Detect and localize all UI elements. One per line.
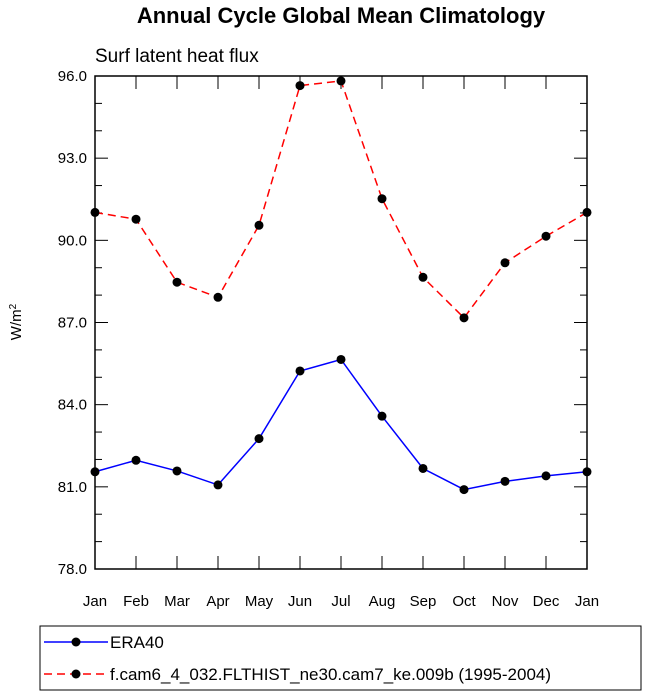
x-tick-label: Aug [369,593,396,610]
y-tick-label: 90.0 [58,232,87,249]
x-tick-label: Jan [83,593,107,610]
y-tick-label: 87.0 [58,315,87,332]
x-tick-labels: Jan Feb Mar Apr May Jun Jul Aug Sep Oct Nov Dec Jan [83,593,599,610]
x-tick-label: Feb [123,593,149,610]
x-tick-label: Sep [410,593,437,610]
data-point [541,231,551,241]
legend: ERA40 f.cam6_4_032.FLTHIST_ne30.cam7_ke.0… [39,625,642,691]
data-point [418,272,428,282]
data-point [377,411,387,421]
data-point [172,466,182,476]
y-tick-labels: 78.0 81.0 84.0 87.0 90.0 93.0 96.0 [58,68,87,578]
x-tick-label: Apr [206,593,229,610]
series-line-1 [94,358,588,491]
x-tick-label: Mar [164,593,190,610]
x-tick-label: Oct [452,593,476,610]
data-point [213,480,223,490]
y-tick-label: 81.0 [58,479,87,496]
data-point [336,76,346,86]
data-point [336,354,346,364]
legend-box [39,625,642,691]
x-tick-label: Jan [575,593,599,610]
data-point [459,485,469,495]
data-point [172,277,182,287]
x-tick-label: Jun [288,593,312,610]
legend-marker-2 [71,669,81,679]
y-tick-label: 93.0 [58,150,87,167]
data-point [131,214,141,224]
data-point [459,313,469,323]
plot-frame [94,75,588,570]
y-tick-label: 96.0 [58,68,87,85]
x-tick-label: Jul [331,593,350,610]
data-point [254,434,264,444]
legend-label-1: ERA40 [110,633,164,652]
chart-title: Annual Cycle Global Mean Climatology [137,3,546,28]
x-tick-label: May [245,593,274,610]
x-tick-label: Dec [533,593,560,610]
y-tick-label: 84.0 [58,397,87,414]
data-point [418,463,428,473]
data-point [254,220,264,230]
data-point [131,455,141,465]
data-point [295,366,305,376]
data-point [295,81,305,91]
y-axis-label: W/m2 [8,303,25,340]
series-line-2 [94,80,588,319]
y-tick-label: 78.0 [58,561,87,578]
data-point [377,194,387,204]
series-layer [90,76,592,495]
data-point [500,258,510,268]
data-point [541,471,551,481]
x-tick-label: Nov [492,593,519,610]
data-point [213,292,223,302]
data-point [500,476,510,486]
tick-marks [94,75,588,570]
chart-subtitle: Surf latent heat flux [95,46,259,67]
legend-label-2: f.cam6_4_032.FLTHIST_ne30.cam7_ke.009b (… [110,665,551,684]
legend-marker-1 [71,637,81,647]
